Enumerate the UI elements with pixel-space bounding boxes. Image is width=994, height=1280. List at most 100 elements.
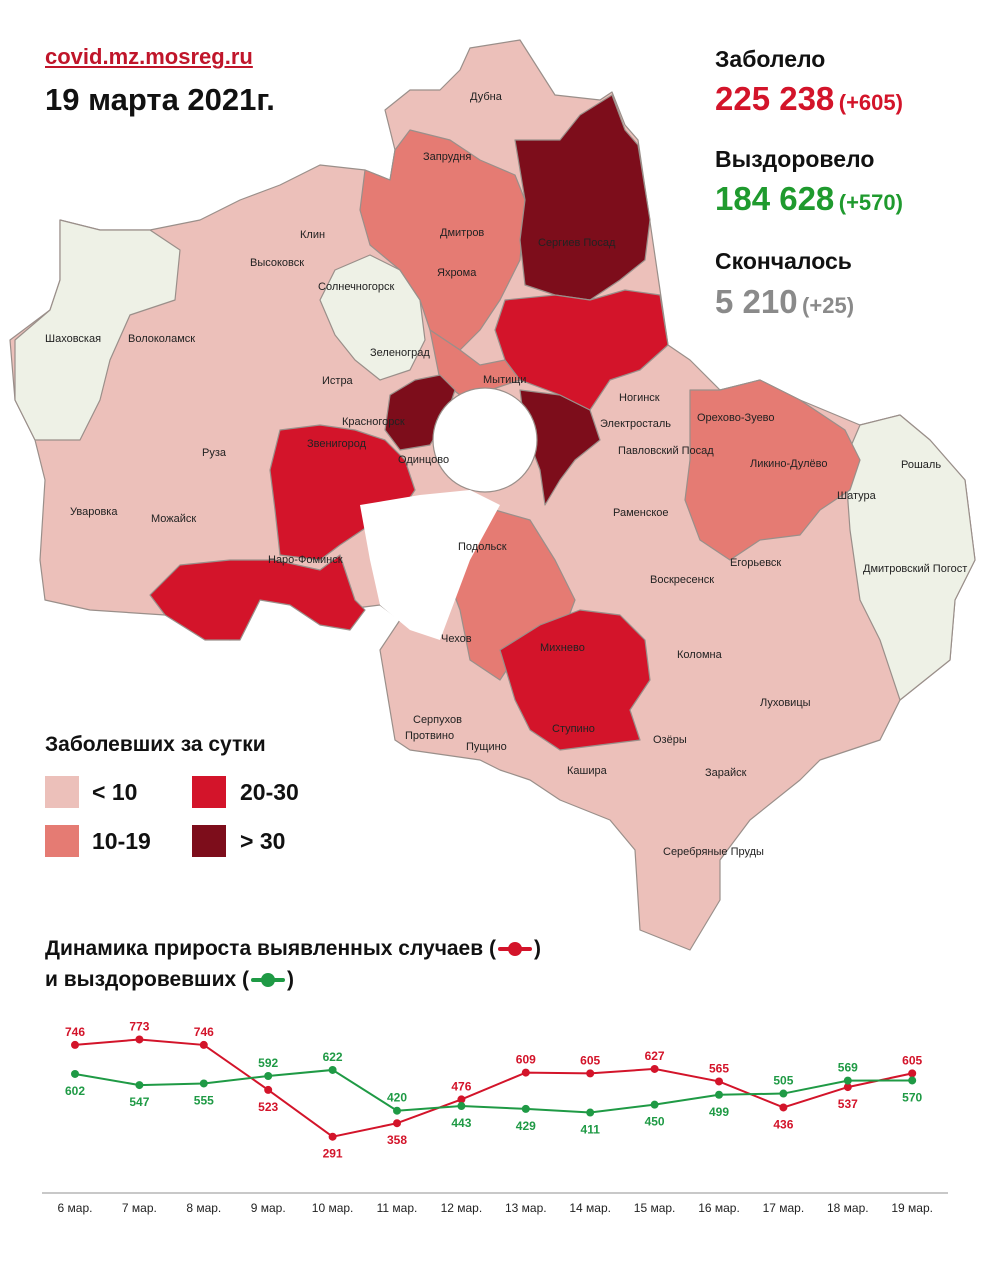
dynamics-title-text1: Динамика прироста выявленных случаев ( <box>45 937 496 960</box>
data-label-1: 547 <box>129 1095 149 1109</box>
data-label-1: 622 <box>323 1050 343 1064</box>
series-point-1 <box>135 1081 144 1090</box>
series-point-0 <box>715 1077 723 1086</box>
series-point-1 <box>71 1069 79 1078</box>
x-tick-label: 15 мар. <box>634 1201 676 1215</box>
region-dmitrov <box>359 129 526 351</box>
recovered-delta: (+570) <box>838 190 903 215</box>
series-point-0 <box>650 1064 659 1073</box>
data-label-0: 746 <box>194 1025 214 1039</box>
town-label: Уваровка <box>70 506 118 518</box>
town-label: Запрудня <box>423 151 471 163</box>
series-point-1 <box>393 1106 401 1115</box>
x-tick-label: 16 мар. <box>698 1201 740 1215</box>
data-label-1: 555 <box>194 1093 214 1107</box>
moscow-region-map: Дубна Запрудня Клин Дмитров Сергиев Поса… <box>9 39 976 951</box>
sick-label: Заболело <box>715 46 826 72</box>
town-label: Шаховская <box>45 333 101 345</box>
town-label: Зарайск <box>705 767 747 779</box>
series-point-0 <box>586 1069 595 1078</box>
town-label: Михнево <box>540 642 585 654</box>
source-link[interactable]: covid.mz.mosreg.ru <box>45 44 253 69</box>
data-label-0: 537 <box>838 1097 858 1111</box>
series-point-0 <box>264 1085 273 1094</box>
data-label-0: 609 <box>516 1053 536 1067</box>
sick-stat: 225 238 (+605) <box>715 80 903 118</box>
data-label-0: 605 <box>580 1053 600 1067</box>
series-point-0 <box>328 1132 337 1141</box>
series-point-0 <box>908 1069 917 1078</box>
series-point-0 <box>843 1083 852 1092</box>
town-label: Высоковск <box>250 257 304 269</box>
series-point-0 <box>521 1068 530 1077</box>
town-label: Истра <box>322 375 354 387</box>
town-label: Электросталь <box>600 418 671 430</box>
series-point-1 <box>715 1090 723 1099</box>
region-naro-fominsk <box>149 554 366 641</box>
sick-delta: (+605) <box>838 90 903 115</box>
sick-value: 225 238 <box>715 80 835 117</box>
town-label: Серебряные Пруды <box>663 846 764 858</box>
series-point-1 <box>264 1072 273 1080</box>
town-label: Зеленоград <box>370 347 430 359</box>
dynamics-title-line2: и выздоровевших () <box>45 964 541 995</box>
dynamics-title-text2: и выздоровевших ( <box>45 968 249 991</box>
dynamics-line-chart: 6 мар. 7 мар. 8 мар. 9 мар. 10 мар. 11 мар. 12… <box>42 1019 948 1215</box>
data-label-0: 605 <box>902 1053 922 1067</box>
town-label: Клин <box>300 229 325 241</box>
town-label: Пущино <box>466 741 507 753</box>
town-label: Коломна <box>677 649 723 661</box>
town-label: Солнечногорск <box>318 281 394 293</box>
series-point-1 <box>457 1102 466 1111</box>
data-label-0: 773 <box>129 1019 149 1033</box>
recovered-stat: 184 628 (+570) <box>715 180 903 218</box>
series-line-1 <box>74 1068 913 1114</box>
x-tick-label: 17 мар. <box>763 1201 805 1215</box>
moscow-city <box>432 387 538 493</box>
region-shakhovskaya <box>14 219 181 441</box>
town-label: Волоколамск <box>128 333 195 345</box>
x-tick-label: 6 мар. <box>58 1201 93 1215</box>
dead-stat: 5 210 (+25) <box>715 283 854 321</box>
town-label: Кашира <box>567 765 608 777</box>
town-label: Ногинск <box>619 392 660 404</box>
legend-label-gt30: > 30 <box>240 828 286 854</box>
legend-swatch-20-30 <box>192 776 226 808</box>
legend-label-10-19: 10-19 <box>92 828 151 854</box>
x-tick-label: 7 мар. <box>122 1201 157 1215</box>
x-tick-label: 14 мар. <box>569 1201 611 1215</box>
data-label-0: 523 <box>258 1100 278 1114</box>
x-tick-label: 13 мар. <box>505 1201 547 1215</box>
town-label: Луховицы <box>760 697 811 709</box>
series-point-0 <box>393 1119 401 1128</box>
series-point-1 <box>586 1108 595 1117</box>
region-solnechnogorsk <box>319 254 426 381</box>
series-point-1 <box>843 1076 852 1085</box>
town-label: Наро-Фоминск <box>268 554 343 566</box>
x-tick-label: 8 мар. <box>186 1201 221 1215</box>
series-point-0 <box>71 1040 79 1049</box>
town-label: Руза <box>202 447 227 459</box>
data-label-1: 505 <box>773 1074 793 1088</box>
x-tick-label: 11 мар. <box>377 1201 418 1215</box>
region-stupino <box>499 609 651 751</box>
town-label: Дубна <box>470 91 503 103</box>
data-label-1: 592 <box>258 1056 278 1070</box>
data-label-0: 746 <box>65 1025 85 1039</box>
x-tick-label: 10 мар. <box>312 1201 354 1215</box>
dead-label: Скончалось <box>715 248 852 274</box>
legend-swatch-gt30 <box>192 825 226 857</box>
data-label-1: 411 <box>581 1123 601 1137</box>
town-label: Ликино-Дулёво <box>750 458 828 470</box>
town-label: Чехов <box>441 633 472 645</box>
x-tick-label: 9 мар. <box>251 1201 286 1215</box>
series-line-0 <box>74 1038 913 1138</box>
data-label-0: 627 <box>645 1049 665 1063</box>
legend-title: Заболевших за сутки <box>45 733 266 756</box>
data-label-1: 420 <box>387 1091 407 1105</box>
town-label: Ступино <box>552 723 595 735</box>
series-point-1 <box>521 1104 530 1113</box>
series-point-1 <box>328 1065 337 1074</box>
data-label-1: 570 <box>902 1090 922 1104</box>
town-label: Яхрома <box>437 267 477 279</box>
